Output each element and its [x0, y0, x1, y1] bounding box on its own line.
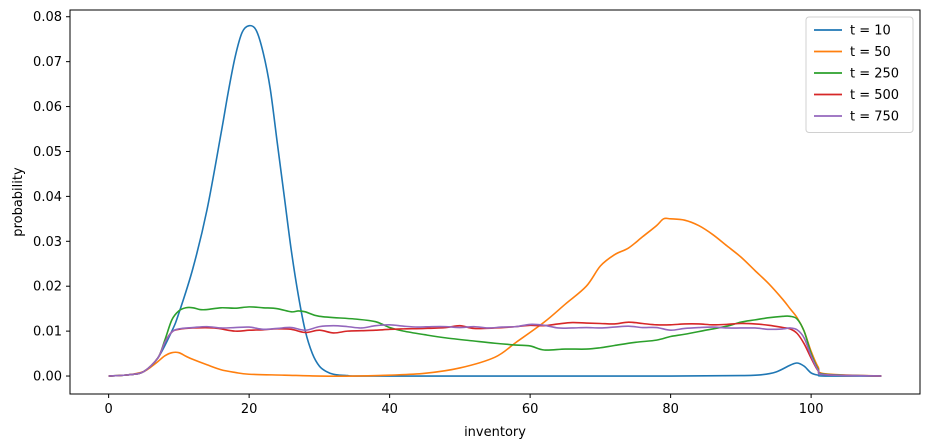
series-line-2	[108, 217, 882, 377]
y-tick-label: 0.02	[33, 280, 62, 295]
legend-label: t = 250	[850, 67, 899, 82]
y-tick-label: 0.03	[33, 235, 62, 250]
x-tick-label: 100	[799, 402, 824, 417]
series-line-1	[108, 24, 882, 377]
legend-box	[805, 16, 914, 133]
y-tick-label: 0.01	[33, 325, 62, 340]
legend-label: t = 50	[850, 45, 891, 60]
legend-label: t = 10	[850, 24, 891, 39]
series-line-5	[108, 323, 882, 377]
y-tick-label: 0.00	[33, 370, 62, 385]
x-tick-label: 40	[381, 402, 398, 417]
plot-area	[108, 24, 882, 377]
y-tick-label: 0.06	[33, 100, 62, 115]
legend: t = 10 t = 50 t = 250 t = 500 t = 750	[805, 16, 914, 133]
x-axis: 0 20 40 60 80 100	[104, 394, 824, 417]
x-tick-label: 60	[522, 402, 539, 417]
y-tick-label: 0.07	[33, 55, 62, 70]
x-tick-label: 0	[104, 402, 112, 417]
y-tick-label: 0.04	[33, 190, 62, 205]
legend-label: t = 500	[850, 88, 899, 103]
y-axis-label: probability	[11, 167, 26, 237]
legend-label: t = 750	[850, 110, 899, 125]
x-tick-label: 80	[662, 402, 679, 417]
y-tick-label: 0.05	[33, 145, 62, 160]
x-tick-label: 20	[241, 402, 258, 417]
series-line-3	[108, 306, 882, 377]
y-axis: 0.00 0.01 0.02 0.03 0.04 0.05 0.06 0.07 0.08	[33, 10, 70, 385]
x-axis-label: inventory	[464, 425, 526, 440]
plot-frame	[69, 9, 921, 395]
series-line-4	[108, 321, 882, 377]
y-tick-label: 0.08	[33, 10, 62, 25]
